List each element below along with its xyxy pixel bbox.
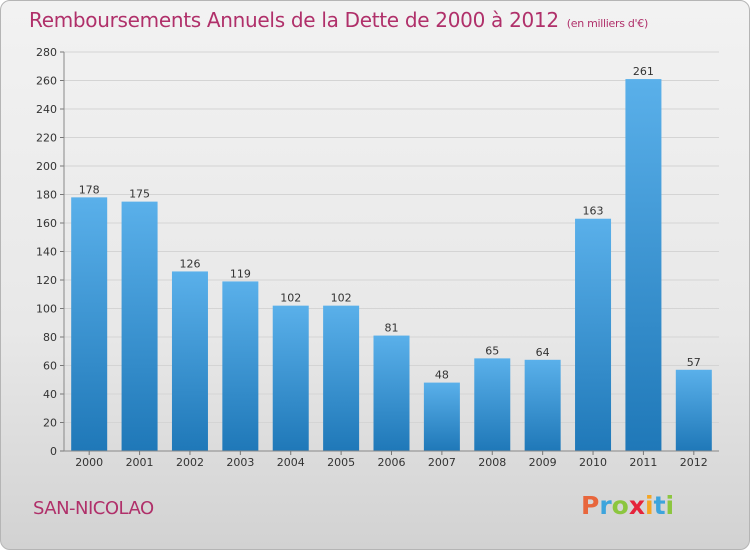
y-axis-ticks: 0 20 40 60 80 100 120 140 160 180 200 220 240 260 280 <box>36 46 64 458</box>
x-tick-label: 2002 <box>176 456 204 469</box>
logo-letter: P <box>581 491 600 520</box>
bars <box>71 79 712 451</box>
logo-letter: i <box>665 491 675 520</box>
logo-letter: r <box>599 491 612 520</box>
bar-2002 <box>171 271 208 451</box>
bar-2008 <box>474 358 511 451</box>
x-tick-label: 2001 <box>126 456 154 469</box>
y-tick-label: 200 <box>36 160 57 173</box>
logo-letter: t <box>653 491 666 520</box>
y-tick-label: 40 <box>43 388 57 401</box>
y-tick-label: 140 <box>36 246 57 259</box>
bar-2011 <box>625 79 662 451</box>
bar-2004 <box>272 305 309 451</box>
bar-2006 <box>373 335 410 451</box>
chart-unit: (en milliers d'€) <box>566 17 648 30</box>
place-name: SAN-NICOLAO <box>33 498 154 519</box>
y-tick-label: 20 <box>43 417 57 430</box>
bar-2003 <box>222 281 259 451</box>
bar-2010 <box>575 218 612 451</box>
y-tick-label: 240 <box>36 103 57 116</box>
x-tick-label: 2012 <box>680 456 708 469</box>
x-tick-label: 2003 <box>226 456 254 469</box>
y-tick-label: 60 <box>43 360 57 373</box>
x-tick-label: 2006 <box>378 456 406 469</box>
y-tick-label: 100 <box>36 303 57 316</box>
x-tick-label: 2010 <box>579 456 607 469</box>
data-label: 126 <box>179 257 200 270</box>
proxiti-logo: Proxiti <box>581 491 674 520</box>
data-label: 261 <box>633 65 654 78</box>
data-label: 64 <box>536 346 550 359</box>
y-tick-label: 80 <box>43 331 57 344</box>
y-tick-label: 0 <box>50 445 57 458</box>
logo-letter: x <box>628 491 645 520</box>
data-labels: 178 175 126 119 102 102 81 48 65 64 163 261 57 <box>79 65 701 382</box>
x-tick-label: 2007 <box>428 456 456 469</box>
chart-title-text: Remboursements Annuels de la Dette de 20… <box>29 8 559 32</box>
y-tick-label: 220 <box>36 132 57 145</box>
bar-2001 <box>121 201 158 451</box>
bar-2009 <box>524 359 561 451</box>
x-tick-label: 2000 <box>75 456 103 469</box>
data-label: 57 <box>687 356 701 369</box>
data-label: 65 <box>485 344 499 357</box>
data-label: 175 <box>129 188 150 201</box>
y-tick-label: 160 <box>36 217 57 230</box>
x-tick-label: 2009 <box>529 456 557 469</box>
y-tick-label: 260 <box>36 75 57 88</box>
chart-title: Remboursements Annuels de la Dette de 20… <box>29 8 648 32</box>
x-tick-label: 2008 <box>478 456 506 469</box>
logo-letter: i <box>645 491 654 520</box>
data-label: 102 <box>280 292 301 305</box>
bar-2007 <box>423 382 460 451</box>
data-label: 163 <box>583 205 604 218</box>
y-tick-label: 120 <box>36 274 57 287</box>
x-tick-label: 2005 <box>327 456 355 469</box>
x-axis-ticks: 2000 2001 2002 2003 2004 2005 2006 2007 2008 2009… <box>75 451 708 469</box>
y-tick-label: 280 <box>36 46 57 59</box>
logo-letter: o <box>611 491 629 520</box>
data-label: 48 <box>435 369 449 382</box>
data-label: 119 <box>230 267 251 280</box>
data-label: 102 <box>331 292 352 305</box>
data-label: 81 <box>385 322 399 335</box>
y-tick-label: 180 <box>36 189 57 202</box>
bar-2012 <box>675 369 712 451</box>
data-label: 178 <box>79 183 100 196</box>
x-tick-label: 2011 <box>629 456 657 469</box>
x-tick-label: 2004 <box>277 456 305 469</box>
bar-2005 <box>323 305 360 451</box>
bar-2000 <box>71 197 108 451</box>
